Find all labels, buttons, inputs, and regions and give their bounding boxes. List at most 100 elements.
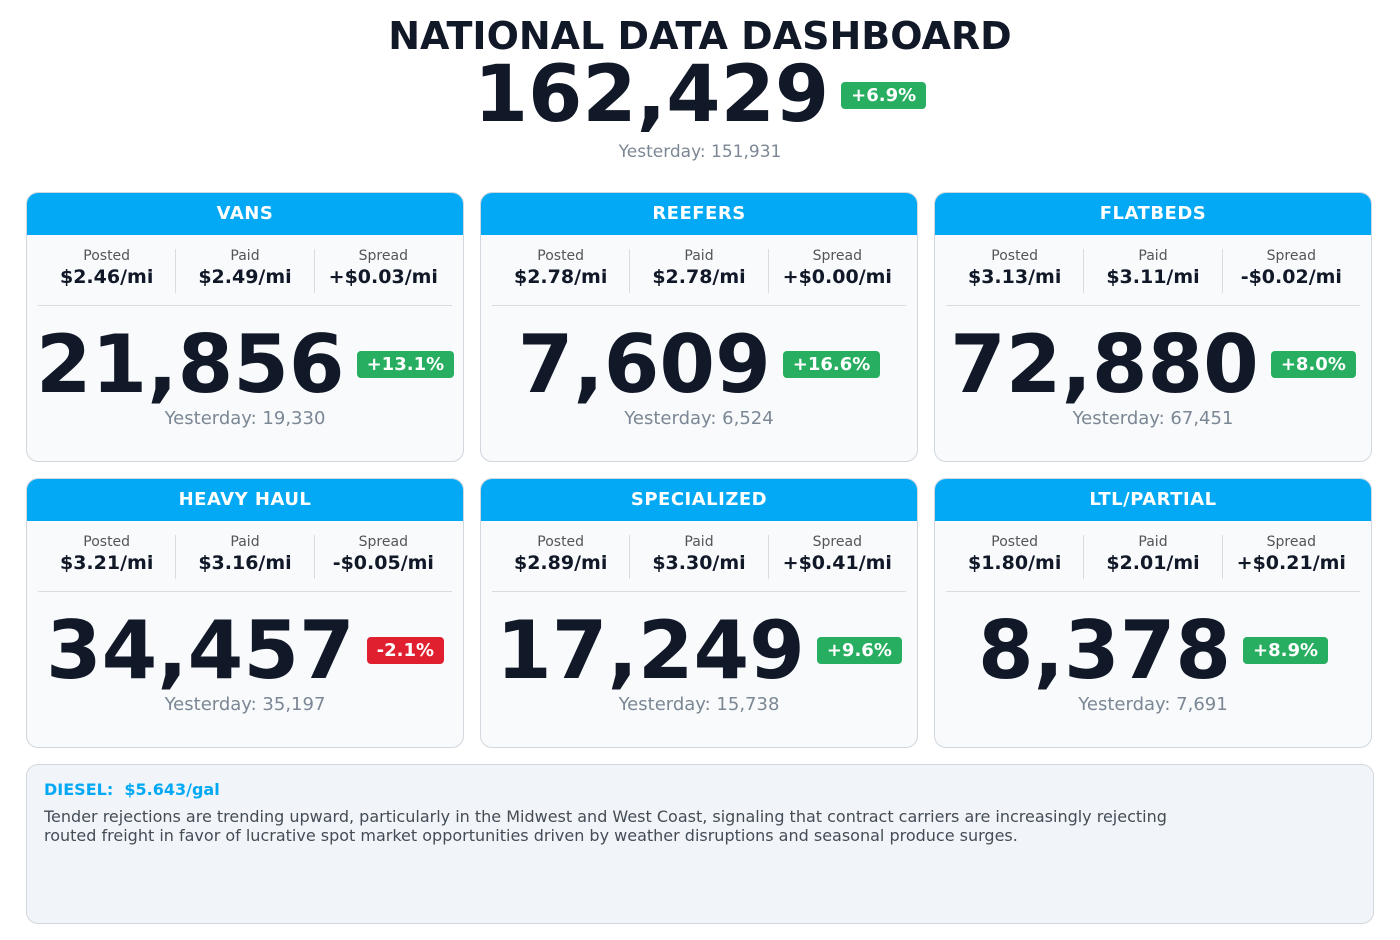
metric-value: +$0.03/mi xyxy=(328,266,438,288)
card-total: 21,856 xyxy=(35,317,345,411)
change-badge: +6.9% xyxy=(841,81,927,109)
metric: Paid $2.01/mi xyxy=(1084,534,1223,579)
change-badge: +13.1% xyxy=(356,350,455,378)
metric: Spread +$0.00/mi xyxy=(769,249,906,293)
metric-label: Posted xyxy=(83,248,131,264)
card-main: 8,378 +8.9% xyxy=(935,602,1371,698)
card-title: LTL/PARTIAL xyxy=(935,479,1371,521)
metric: Posted $2.89/mi xyxy=(492,534,631,579)
metric-label: Posted xyxy=(83,534,131,550)
metric-value: -$0.02/mi xyxy=(1240,266,1342,288)
metric-value: $2.49/mi xyxy=(198,266,292,288)
metric-label: Spread xyxy=(812,534,862,550)
metric-label: Paid xyxy=(230,248,260,264)
yesterday: Yesterday: 19,330 xyxy=(164,408,326,429)
metric-value: $2.78/mi xyxy=(652,266,746,288)
card-main: 72,880 +8.0% xyxy=(935,316,1371,412)
metric-value: $3.30/mi xyxy=(652,552,746,574)
metric-value: $2.89/mi xyxy=(513,552,608,574)
note: Tender rejections are trending upward, p… xyxy=(44,807,1167,845)
metric-value: +$0.41/mi xyxy=(782,552,892,574)
metric-value: $3.11/mi xyxy=(1106,266,1200,288)
card-main: 21,856 +13.1% xyxy=(27,316,463,412)
change-badge: -2.1% xyxy=(366,636,445,664)
metric-label: Spread xyxy=(358,248,408,264)
metric: Paid $2.78/mi xyxy=(630,248,769,293)
metric-label: Spread xyxy=(1266,534,1316,550)
card-title: SPECIALIZED xyxy=(481,479,917,521)
metrics: Posted $3.13/mi Paid $3.11/mi Spread -$0.02/m… xyxy=(946,235,1360,306)
metric: Posted $2.78/mi xyxy=(492,248,631,293)
metric-label: Paid xyxy=(1138,248,1168,264)
card-main: 7,609 +16.6% xyxy=(481,316,917,412)
metric: Posted $2.46/mi xyxy=(38,248,177,293)
total: 162,429 xyxy=(473,50,830,140)
card: FLATBEDS Posted $3.13/mi Paid $3.11/mi Spread… xyxy=(934,192,1372,462)
metrics: Posted $2.78/mi Paid $2.78/mi Spread +$0.00/m… xyxy=(492,235,906,306)
metric: Paid $3.30/mi xyxy=(630,534,769,579)
metric-value: +$0.21/mi xyxy=(1236,552,1346,574)
metric-value: -$0.05/mi xyxy=(332,552,434,574)
change-badge: +9.6% xyxy=(816,636,902,664)
title: NATIONAL DATA DASHBOARD xyxy=(388,14,1012,58)
metric-value: $2.78/mi xyxy=(513,266,608,288)
metric-label: Paid xyxy=(230,534,260,550)
metrics: Posted $3.21/mi Paid $3.16/mi Spread -$0.05/m… xyxy=(38,521,452,592)
metric-label: Paid xyxy=(684,248,714,264)
card: SPECIALIZED Posted $2.89/mi Paid $3.30/mi Spr… xyxy=(480,478,918,748)
metric: Posted $1.80/mi xyxy=(946,534,1085,579)
metric: Posted $3.13/mi xyxy=(946,248,1085,293)
yesterday: Yesterday: 15,738 xyxy=(618,694,780,715)
yesterday: Yesterday: 6,524 xyxy=(624,408,774,429)
card-title: REEFERS xyxy=(481,193,917,235)
card-total: 17,249 xyxy=(496,603,805,697)
card-main: 34,457 -2.1% xyxy=(27,602,463,698)
metric-value: $3.13/mi xyxy=(967,266,1062,288)
metric-value: $2.01/mi xyxy=(1106,552,1200,574)
metric-value: +$0.00/mi xyxy=(782,266,892,288)
metric-label: Posted xyxy=(991,248,1039,264)
metric-value: $1.80/mi xyxy=(967,552,1062,574)
card: LTL/PARTIAL Posted $1.80/mi Paid $2.01/mi Spr… xyxy=(934,478,1372,748)
card: REEFERS Posted $2.78/mi Paid $2.78/mi Spread +… xyxy=(480,192,918,462)
change-badge: +8.0% xyxy=(1270,350,1356,378)
metric-label: Spread xyxy=(1266,248,1316,264)
card-total: 72,880 xyxy=(950,317,1259,411)
metric-label: Posted xyxy=(537,248,585,264)
metric: Paid $3.16/mi xyxy=(176,534,315,579)
metric: Posted $3.21/mi xyxy=(38,534,177,579)
metric: Paid $3.11/mi xyxy=(1084,248,1223,293)
metric-value: $3.21/mi xyxy=(59,552,154,574)
card-total: 34,457 xyxy=(45,603,355,697)
diesel-label: DIESEL: xyxy=(44,780,114,799)
metrics: Posted $2.89/mi Paid $3.30/mi Spread +$0.41/m… xyxy=(492,521,906,592)
metric-label: Posted xyxy=(537,534,585,550)
diesel: DIESEL: $5.643/gal xyxy=(44,780,220,799)
yesterday: Yesterday: 7,691 xyxy=(1078,694,1228,715)
change-badge: +16.6% xyxy=(782,350,881,378)
metrics: Posted $2.46/mi Paid $2.49/mi Spread +$0.03/m… xyxy=(38,235,452,306)
yesterday: Yesterday: 151,931 xyxy=(618,142,782,162)
card-total: 8,378 xyxy=(977,603,1232,697)
metric: Paid $2.49/mi xyxy=(176,248,315,293)
metric: Spread +$0.41/mi xyxy=(769,535,906,579)
metric-label: Paid xyxy=(1138,534,1168,550)
hero: 162,429 +6.9% xyxy=(0,52,1400,138)
card-main: 17,249 +9.6% xyxy=(481,602,917,698)
metric-label: Spread xyxy=(358,534,408,550)
card-title: HEAVY HAUL xyxy=(27,479,463,521)
yesterday: Yesterday: 67,451 xyxy=(1072,408,1234,429)
diesel-price: $5.643/gal xyxy=(124,780,220,799)
metric: Spread +$0.21/mi xyxy=(1223,535,1360,579)
metric-label: Posted xyxy=(991,534,1039,550)
metric-value: $3.16/mi xyxy=(198,552,292,574)
metric: Spread +$0.03/mi xyxy=(315,249,452,293)
yesterday: Yesterday: 35,197 xyxy=(164,694,326,715)
metric-value: $2.46/mi xyxy=(59,266,154,288)
metric-label: Paid xyxy=(684,534,714,550)
card-total: 7,609 xyxy=(517,317,771,411)
metric-label: Spread xyxy=(812,248,862,264)
footer: DIESEL: $5.643/gal Tender rejections are… xyxy=(26,764,1374,924)
change-badge: +8.9% xyxy=(1243,636,1329,664)
